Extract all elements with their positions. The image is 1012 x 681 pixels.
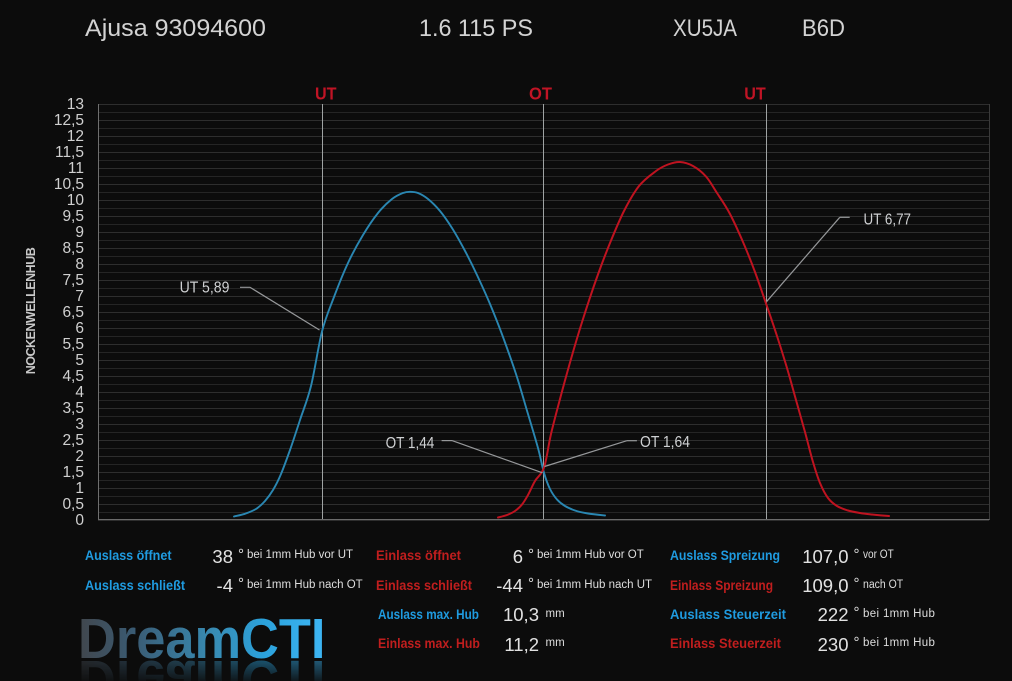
svg-text:12,5: 12,5 [54, 112, 84, 129]
svg-text:7,5: 7,5 [62, 272, 84, 289]
svg-text:10: 10 [67, 192, 85, 209]
svg-text:9: 9 [75, 224, 84, 241]
svg-text:0,5: 0,5 [62, 496, 84, 513]
svg-text:10,5: 10,5 [54, 176, 84, 193]
svg-text:8,5: 8,5 [62, 240, 84, 257]
svg-text:UT 6,77: UT 6,77 [864, 212, 912, 229]
svg-text:9,5: 9,5 [62, 208, 84, 225]
svg-text:UT: UT [315, 84, 337, 104]
svg-text:2: 2 [75, 448, 84, 465]
svg-text:3,5: 3,5 [62, 400, 84, 417]
svg-text:3: 3 [75, 416, 84, 433]
svg-text:6,5: 6,5 [62, 304, 84, 321]
svg-text:OT 1,44: OT 1,44 [386, 435, 435, 452]
svg-text:1: 1 [75, 480, 84, 497]
svg-text:5,5: 5,5 [62, 336, 84, 353]
svg-text:2,5: 2,5 [62, 432, 84, 449]
svg-text:OT 1,64: OT 1,64 [640, 434, 690, 451]
svg-text:UT 5,89: UT 5,89 [180, 280, 230, 297]
svg-text:8: 8 [75, 256, 84, 273]
svg-text:12: 12 [67, 128, 84, 145]
svg-text:6: 6 [75, 320, 84, 337]
svg-text:4,5: 4,5 [62, 368, 84, 385]
svg-text:13: 13 [67, 96, 84, 113]
svg-text:11,5: 11,5 [55, 144, 84, 161]
svg-text:11: 11 [68, 160, 84, 177]
svg-text:UT: UT [744, 84, 766, 104]
svg-text:1,5: 1,5 [62, 464, 84, 481]
svg-text:4: 4 [75, 384, 84, 401]
svg-text:0: 0 [75, 512, 84, 529]
svg-text:OT: OT [529, 84, 552, 104]
svg-text:7: 7 [75, 288, 84, 305]
svg-text:5: 5 [75, 352, 84, 369]
